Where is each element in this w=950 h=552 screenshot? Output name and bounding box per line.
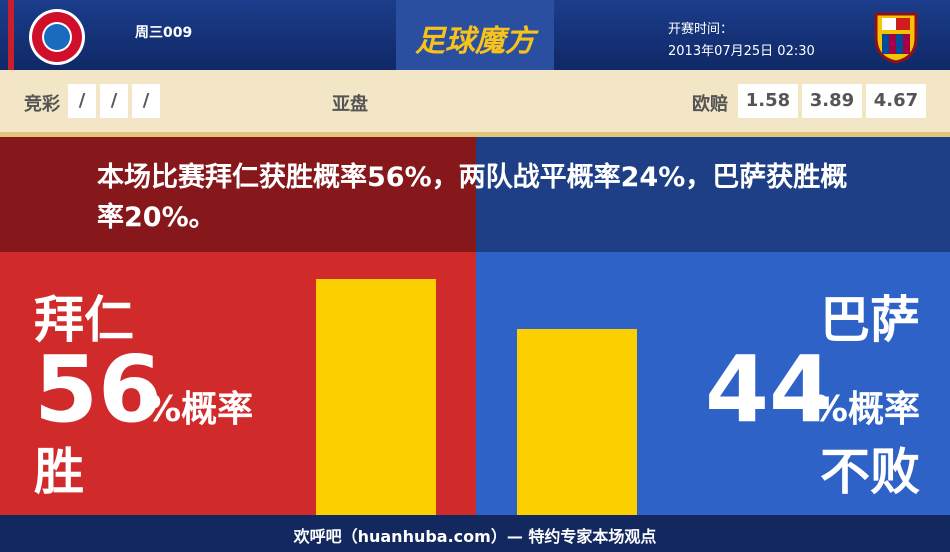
bar — [316, 278, 436, 515]
summary-left-bg — [0, 137, 476, 252]
footer — [0, 515, 950, 552]
left-outcome: 胜 — [34, 443, 84, 501]
odds-box: 4.67 — [866, 84, 926, 118]
left-probability: 56 — [34, 336, 163, 443]
odds-box: / — [68, 84, 96, 118]
odds-box: / — [100, 84, 128, 118]
barca-logo — [874, 12, 918, 64]
app-logo — [396, 0, 554, 70]
oupei-label: 欧赔 — [692, 94, 728, 115]
right-unit: %概率 — [811, 389, 920, 430]
odds-box: 1.58 — [738, 84, 798, 118]
summary: 本场比赛拜仁获胜概率56%，两队战平概率24%，巴萨获胜概率20%。 — [97, 162, 848, 233]
right-probability: 44 — [705, 336, 834, 443]
bayern-logo — [29, 9, 85, 65]
summary-right-bg — [476, 137, 950, 252]
app-logo-text: 足球魔方 — [415, 24, 535, 59]
odds-box: / — [132, 84, 160, 118]
footer-text: 欢呼吧（huanhuba.com）— 特约专家本场观点 — [293, 527, 657, 546]
kickoff-time: 2013年07月25日 02:30 — [668, 44, 815, 59]
right-outcome: 不败 — [820, 443, 920, 501]
jingcai-label: 竞彩 — [24, 94, 60, 115]
bar — [517, 329, 637, 515]
right-team: 巴萨 — [820, 291, 920, 349]
header-stripe — [8, 0, 14, 70]
match-code: 周三009 — [135, 25, 193, 41]
yapan-label: 亚盘 — [332, 94, 368, 115]
left-unit: %概率 — [145, 389, 254, 430]
kickoff-label: 开赛时间： — [668, 22, 734, 37]
left-team: 拜仁 — [34, 291, 134, 349]
odds-box: 3.89 — [802, 84, 862, 118]
